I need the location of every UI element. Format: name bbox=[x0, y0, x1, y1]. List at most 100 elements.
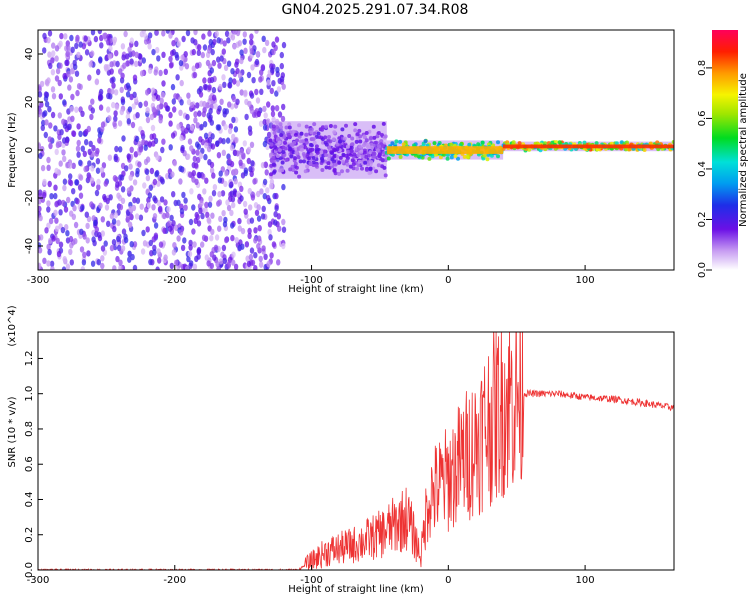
signal-blob bbox=[308, 148, 313, 153]
noise-blob bbox=[44, 101, 50, 108]
noise-blob bbox=[202, 188, 207, 195]
signal-blob bbox=[326, 161, 331, 166]
signal-blob bbox=[324, 142, 329, 147]
noise-blob bbox=[262, 105, 267, 113]
noise-blob bbox=[139, 70, 145, 77]
noise-blob bbox=[61, 199, 66, 207]
noise-blob bbox=[129, 93, 134, 101]
noise-blob bbox=[266, 79, 271, 86]
noise-blob bbox=[271, 241, 277, 248]
noise-blob bbox=[212, 184, 218, 191]
noise-blob bbox=[65, 263, 71, 270]
noise-blob bbox=[262, 118, 267, 126]
noise-blob bbox=[181, 35, 186, 43]
noise-blob bbox=[200, 212, 205, 220]
signal-blob bbox=[355, 132, 360, 137]
noise-blob bbox=[173, 259, 179, 267]
noise-blob bbox=[255, 97, 261, 104]
noise-blob bbox=[118, 68, 123, 75]
noise-blob bbox=[269, 87, 274, 95]
signal-blob bbox=[449, 155, 454, 160]
noise-blob bbox=[38, 152, 43, 160]
noise-blob bbox=[129, 37, 134, 44]
noise-blob bbox=[120, 72, 125, 80]
noise-blob bbox=[198, 152, 204, 159]
noise-blob bbox=[216, 56, 221, 63]
noise-blob bbox=[232, 43, 237, 50]
noise-blob bbox=[231, 169, 236, 176]
noise-blob bbox=[135, 197, 141, 204]
noise-blob bbox=[130, 121, 136, 129]
noise-blob bbox=[158, 69, 163, 77]
noise-blob bbox=[163, 199, 168, 206]
noise-blob bbox=[107, 154, 113, 161]
noise-blob bbox=[242, 140, 247, 147]
signal-blob bbox=[311, 156, 316, 160]
noise-blob bbox=[43, 95, 49, 102]
noise-blob bbox=[112, 225, 117, 233]
noise-blob bbox=[207, 47, 212, 54]
signal-blob bbox=[268, 138, 273, 143]
noise-blob bbox=[250, 64, 255, 71]
noise-blob bbox=[184, 62, 190, 70]
noise-blob bbox=[148, 184, 153, 191]
noise-blob bbox=[210, 143, 216, 150]
noise-blob bbox=[190, 37, 195, 44]
noise-blob bbox=[243, 89, 248, 97]
noise-blob bbox=[112, 175, 118, 182]
noise-blob bbox=[254, 30, 259, 34]
noise-blob bbox=[87, 148, 92, 156]
noise-blob bbox=[259, 88, 264, 96]
signal-blob bbox=[291, 168, 296, 172]
noise-blob bbox=[171, 48, 176, 56]
noise-blob bbox=[183, 204, 188, 211]
noise-blob bbox=[218, 83, 223, 91]
noise-blob bbox=[196, 220, 202, 227]
signal-blob bbox=[278, 122, 283, 127]
noise-blob bbox=[279, 62, 284, 70]
signal-blob bbox=[368, 150, 373, 155]
noise-blob bbox=[155, 266, 160, 270]
noise-blob bbox=[129, 213, 134, 220]
noise-blob bbox=[100, 255, 105, 262]
noise-blob bbox=[117, 120, 123, 127]
noise-blob bbox=[235, 80, 241, 87]
x-tick-label: -300 bbox=[27, 575, 50, 586]
noise-blob bbox=[229, 144, 235, 151]
noise-blob bbox=[273, 219, 278, 226]
signal-blob bbox=[269, 172, 273, 177]
noise-blob bbox=[237, 72, 243, 79]
noise-blob bbox=[171, 249, 177, 256]
noise-blob bbox=[216, 37, 221, 44]
noise-blob bbox=[44, 227, 49, 234]
noise-blob bbox=[258, 120, 264, 127]
noise-blob bbox=[207, 84, 212, 91]
noise-blob bbox=[165, 30, 170, 34]
noise-blob bbox=[48, 62, 53, 69]
signal-blob bbox=[394, 139, 399, 144]
noise-blob bbox=[50, 57, 55, 64]
noise-blob bbox=[147, 192, 153, 199]
noise-blob bbox=[281, 218, 286, 226]
noise-blob bbox=[257, 235, 262, 242]
signal-blob bbox=[367, 171, 372, 176]
signal-blob bbox=[320, 127, 325, 132]
noise-blob bbox=[94, 150, 100, 157]
noise-blob bbox=[54, 75, 60, 82]
noise-blob bbox=[109, 61, 114, 68]
noise-blob bbox=[59, 129, 64, 136]
noise-blob bbox=[171, 98, 176, 105]
noise-blob bbox=[189, 101, 195, 109]
noise-blob bbox=[161, 80, 166, 87]
noise-blob bbox=[249, 107, 255, 115]
noise-blob bbox=[189, 124, 195, 131]
noise-blob bbox=[53, 192, 58, 200]
noise-blob bbox=[54, 45, 60, 52]
signal-blob bbox=[354, 139, 359, 144]
noise-blob bbox=[202, 77, 207, 84]
signal-blob bbox=[380, 143, 385, 148]
noise-blob bbox=[234, 61, 239, 68]
noise-blob bbox=[91, 144, 96, 152]
signal-blob bbox=[557, 140, 562, 145]
